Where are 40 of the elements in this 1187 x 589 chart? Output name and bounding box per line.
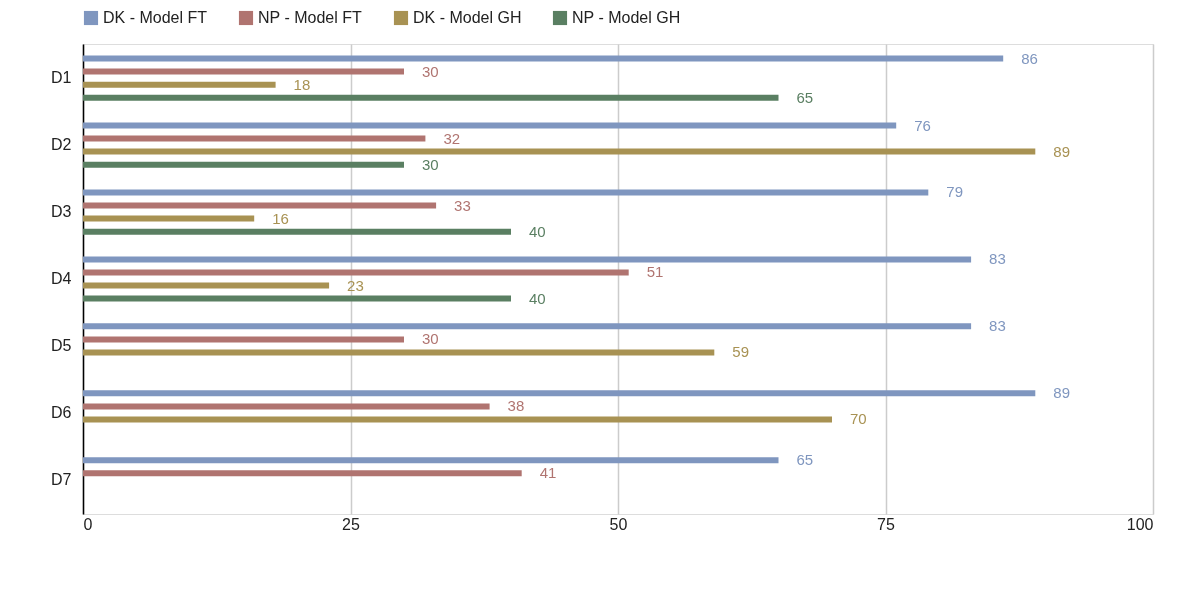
x-tick-label: 75 xyxy=(877,515,895,533)
y-tick-label: D4 xyxy=(51,270,72,287)
x-tick-label: 100 xyxy=(1126,515,1154,533)
data-label: 41 xyxy=(539,464,557,482)
data-label: 89 xyxy=(1053,142,1070,160)
legend-label: DK - Model GH xyxy=(413,9,522,26)
data-label: 79 xyxy=(946,183,963,201)
data-label: 86 xyxy=(1021,49,1038,67)
y-tick-label: D3 xyxy=(51,203,72,221)
x-tick-label: 25 xyxy=(342,515,360,533)
data-label: 65 xyxy=(796,451,814,469)
data-label: 83 xyxy=(989,250,1006,268)
data-label: 65 xyxy=(796,88,814,106)
data-label: 33 xyxy=(454,196,471,214)
data-label: 30 xyxy=(422,155,439,173)
data-label: 76 xyxy=(914,116,931,134)
y-tick-label: D2 xyxy=(51,136,72,154)
data-label: 40 xyxy=(529,289,546,307)
y-tick-label: D6 xyxy=(51,403,72,421)
y-tick-label: D5 xyxy=(51,336,72,354)
data-label: 23 xyxy=(347,276,364,294)
data-label: 30 xyxy=(422,330,439,348)
legend-label: DK - Model FT xyxy=(103,9,208,26)
data-label: 89 xyxy=(1053,384,1070,402)
legend-label: NP - Model FT xyxy=(258,9,362,26)
data-label: 38 xyxy=(507,397,525,415)
data-label: 30 xyxy=(422,62,439,80)
data-label: 32 xyxy=(443,129,461,147)
data-label: 40 xyxy=(529,222,546,240)
data-label: 51 xyxy=(646,263,664,281)
data-label: 18 xyxy=(293,75,311,93)
data-label: 59 xyxy=(732,343,749,361)
y-tick-label: D1 xyxy=(51,69,72,87)
legend-label: NP - Model GH xyxy=(572,9,681,26)
y-tick-label: D7 xyxy=(51,470,72,488)
x-tick-label: 0 xyxy=(83,515,93,533)
x-tick-label: 50 xyxy=(609,515,628,533)
data-label: 16 xyxy=(272,209,289,227)
data-label: 83 xyxy=(989,317,1006,335)
data-label: 70 xyxy=(850,410,867,428)
